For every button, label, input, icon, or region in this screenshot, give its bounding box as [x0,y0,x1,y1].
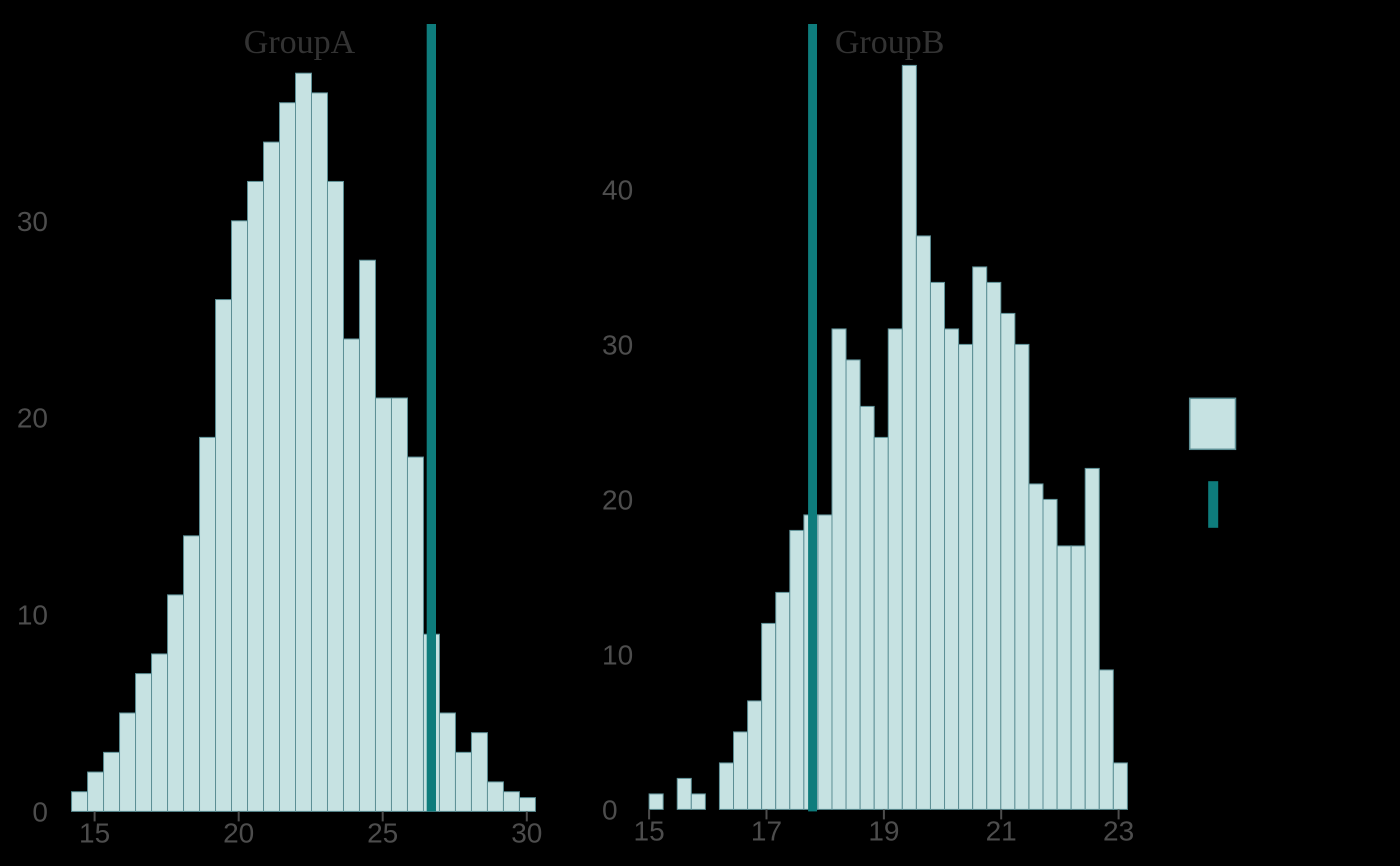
svg-text:25: 25 [367,818,398,849]
svg-text:21: 21 [986,816,1017,847]
svg-text:20: 20 [17,403,48,434]
svg-text:23: 23 [1103,816,1134,847]
svg-text:40: 40 [602,174,633,205]
svg-text:19: 19 [868,816,899,847]
svg-text:20: 20 [602,484,633,515]
svg-text:0: 0 [32,796,48,827]
svg-text:15: 15 [79,818,110,849]
svg-text:10: 10 [17,600,48,631]
svg-text:20: 20 [223,818,254,849]
svg-text:30: 30 [602,329,633,360]
svg-text:GroupB: GroupB [835,24,945,61]
svg-text:10: 10 [602,639,633,670]
svg-text:30: 30 [17,206,48,237]
svg-text:0: 0 [602,794,618,825]
svg-text:15: 15 [634,816,665,847]
svg-text:17: 17 [751,816,782,847]
svg-text:GroupA: GroupA [244,24,356,61]
svg-text:30: 30 [511,818,542,849]
